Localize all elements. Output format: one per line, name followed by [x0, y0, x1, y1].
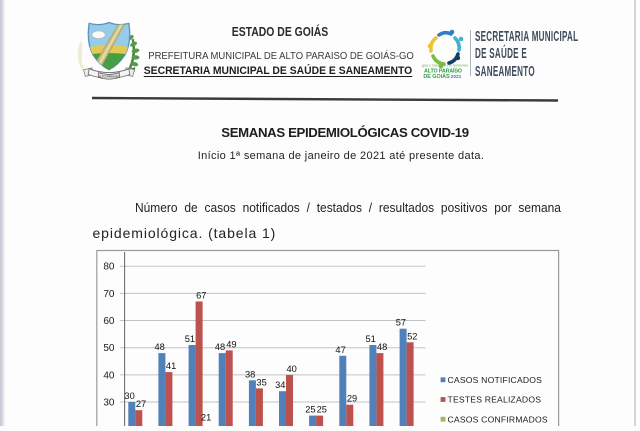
svg-text:47: 47	[335, 345, 345, 355]
svg-text:51: 51	[185, 334, 195, 344]
svg-text:30: 30	[124, 391, 134, 401]
svg-text:48: 48	[215, 342, 225, 352]
svg-text:57: 57	[396, 318, 406, 328]
svg-text:DE GOIÁS: DE GOIÁS	[423, 73, 450, 80]
svg-text:70: 70	[103, 289, 115, 300]
svg-text:ALTO PARAÍSO: ALTO PARAÍSO	[424, 67, 462, 75]
svg-text:TESTES REALIZADOS: TESTES REALIZADOS	[448, 395, 542, 405]
svg-text:27: 27	[136, 399, 146, 409]
svg-text:21: 21	[201, 413, 211, 423]
svg-text:25: 25	[317, 405, 327, 415]
svg-text:CASOS CONFIRMADOS: CASOS CONFIRMADOS	[448, 414, 548, 424]
svg-text:49: 49	[226, 339, 236, 349]
svg-text:48: 48	[377, 342, 387, 352]
svg-text:40: 40	[287, 364, 297, 374]
svg-text:48: 48	[155, 342, 165, 352]
svg-text:29: 29	[347, 394, 357, 404]
svg-text:41: 41	[166, 361, 176, 371]
svg-text:25: 25	[305, 405, 315, 415]
svg-text:40: 40	[103, 370, 115, 381]
svg-text:80: 80	[103, 262, 115, 273]
svg-text:52: 52	[407, 331, 417, 341]
svg-text:67: 67	[196, 291, 206, 301]
svg-text:34: 34	[275, 380, 285, 390]
svg-text:2021: 2021	[451, 74, 462, 80]
svg-text:ALTO PARAISO: ALTO PARAISO	[98, 75, 120, 79]
svg-text:50: 50	[103, 343, 115, 354]
svg-text:38: 38	[245, 369, 255, 379]
svg-text:30: 30	[103, 398, 115, 409]
svg-text:Água e natureza em harmonia: Água e natureza em harmonia	[422, 63, 468, 68]
svg-text:60: 60	[103, 316, 115, 327]
svg-text:51: 51	[366, 334, 376, 344]
svg-text:35: 35	[256, 377, 266, 387]
svg-text:CASOS NOTIFICADOS: CASOS NOTIFICADOS	[448, 375, 543, 385]
